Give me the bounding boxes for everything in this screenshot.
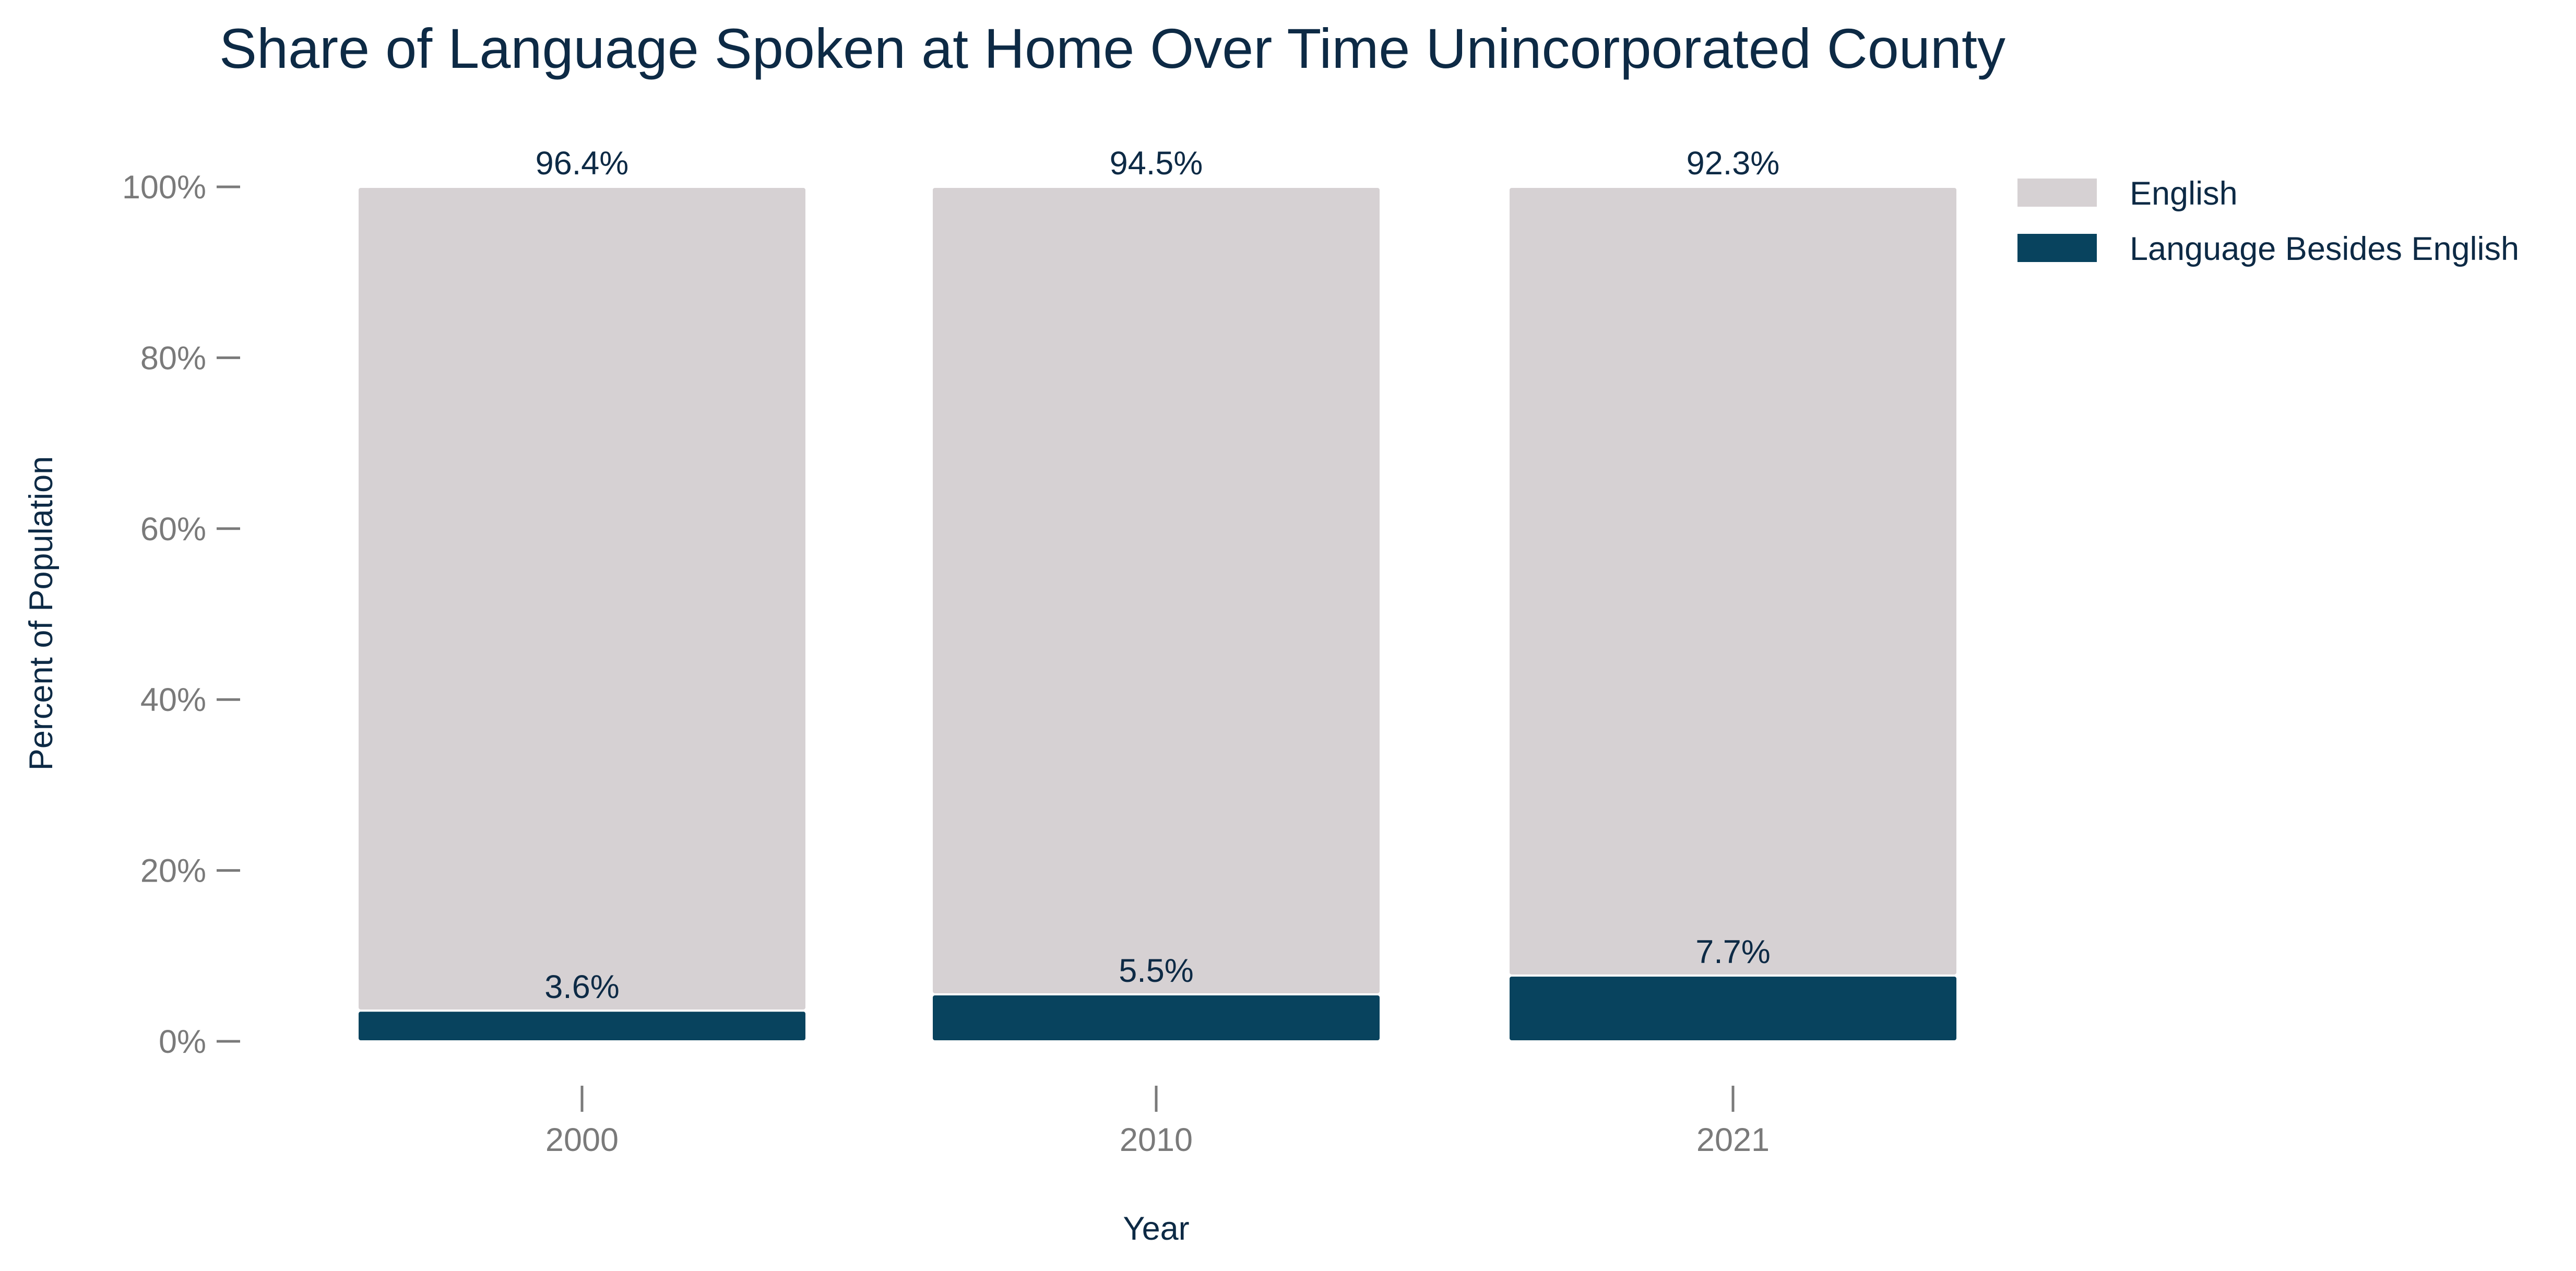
y-axis: 0% 20% 40% 60% 80% 100% [122, 169, 240, 1060]
data-label-language-besides-english-2000: 3.6% [544, 969, 620, 1005]
legend-swatch-language-besides-english [2017, 234, 2097, 262]
legend: English Language Besides English [2017, 175, 2519, 267]
y-tick-label: 0% [159, 1024, 206, 1060]
y-tick-label: 20% [140, 853, 206, 889]
data-labels: 3.6% 96.4% 5.5% 94.5% 7.7% 92.3% [536, 145, 1780, 1005]
x-tick-label: 2010 [1120, 1122, 1193, 1158]
data-label-english-2010: 94.5% [1110, 145, 1203, 182]
legend-swatch-english [2017, 179, 2097, 207]
legend-label-english: English [2130, 175, 2238, 212]
bar-language-besides-english-2021 [1507, 974, 1958, 1043]
bar-language-besides-english-2010 [931, 993, 1382, 1042]
bar-english-2000 [357, 186, 808, 1012]
y-tick-label: 40% [140, 682, 206, 718]
x-axis-label: Year [1123, 1210, 1189, 1247]
bar-english-2021 [1507, 186, 1958, 977]
x-tick-label: 2000 [545, 1122, 619, 1158]
x-axis: 2000 2010 2021 [545, 1086, 1770, 1158]
bars [357, 186, 1958, 1043]
data-label-language-besides-english-2010: 5.5% [1119, 953, 1194, 989]
y-tick-label: 80% [140, 340, 206, 376]
bar-language-besides-english-2000 [357, 1009, 808, 1042]
bar-english-2010 [931, 186, 1382, 995]
data-label-english-2021: 92.3% [1687, 145, 1780, 182]
legend-label-language-besides-english: Language Besides English [2130, 231, 2519, 267]
chart-title: Share of Language Spoken at Home Over Ti… [219, 17, 2005, 80]
x-tick-label: 2021 [1696, 1122, 1770, 1158]
data-label-english-2000: 96.4% [536, 145, 629, 182]
y-tick-label: 100% [122, 169, 206, 206]
data-label-language-besides-english-2021: 7.7% [1695, 934, 1771, 970]
y-tick-label: 60% [140, 511, 206, 548]
y-axis-label: Percent of Population [23, 456, 60, 770]
